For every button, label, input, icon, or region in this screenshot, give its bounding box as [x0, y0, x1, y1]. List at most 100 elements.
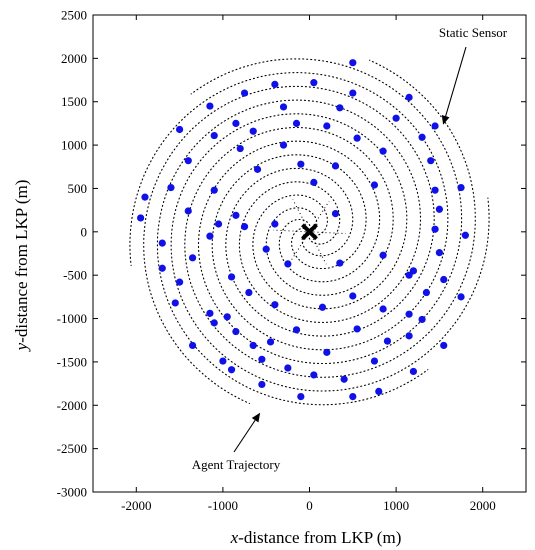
sensor-point [258, 380, 266, 389]
sensor-point [336, 104, 344, 112]
sensor-point [271, 220, 279, 228]
y-tick-label: -3000 [57, 485, 87, 500]
x-axis-label-text: -distance from LKP (m) [238, 528, 401, 547]
sensor-point [171, 299, 179, 307]
y-tick-label: -1000 [57, 311, 87, 326]
y-axis-ticks: 2500 2000 1500 1000 500 0 -500 -1000 -1500 -2000 -… [57, 8, 526, 500]
x-tick-label: 2000 [470, 498, 496, 513]
trajectory-spoke [273, 229, 310, 233]
sensor-point [323, 348, 331, 356]
lkp-x-stroke [301, 223, 318, 241]
sensor-point [297, 393, 305, 401]
static-sensor-annotation: Static Sensor [439, 25, 508, 40]
sensor-point [379, 147, 387, 155]
sensor-point [435, 205, 443, 213]
sensor-point [284, 364, 292, 372]
sensor-point [184, 207, 192, 215]
sensor-point [457, 183, 465, 192]
y-tick-label: 1000 [61, 138, 87, 153]
sensor-point [210, 186, 218, 194]
sensor-point [266, 338, 275, 346]
sensor-point [427, 157, 435, 165]
sensor-point [158, 239, 166, 247]
trajectory-arm [129, 72, 449, 351]
sensor-point [232, 211, 240, 219]
sensor-point [292, 119, 301, 128]
sensor-point [318, 303, 327, 311]
sensor-point [210, 319, 218, 327]
sensor-point [240, 89, 249, 97]
sensor-point [232, 327, 240, 336]
sensor-point [249, 127, 257, 135]
x-axis-ticks: -2000 -1000 0 1000 2000 [121, 15, 496, 513]
sensor-point [206, 102, 214, 110]
x-tick-label: 1000 [383, 498, 409, 513]
sensor-point [435, 249, 443, 257]
sensor-point [297, 160, 305, 168]
sensor-point [262, 245, 270, 253]
sensor-point [418, 133, 426, 141]
sensor-point [284, 260, 292, 268]
x-tick-label: -2000 [121, 498, 151, 513]
sensor-point [271, 301, 279, 309]
agent-trajectory [129, 58, 490, 406]
y-axis-label-text: -distance from LKP (m) [12, 180, 31, 343]
y-axis-label-var: y [12, 342, 31, 352]
y-tick-label: 2000 [61, 51, 87, 66]
sensor-point [331, 210, 340, 218]
sensor-point [236, 144, 244, 153]
sensor-point [310, 371, 318, 379]
y-tick-label: -1500 [57, 354, 87, 369]
sensor-point [349, 59, 357, 67]
sensor-point [375, 387, 383, 395]
sensor-point [405, 332, 413, 340]
sensor-point [310, 79, 318, 87]
sensor-point [405, 310, 413, 318]
sensor-point [349, 292, 357, 300]
y-tick-label: -2000 [57, 398, 87, 413]
sensor-point [353, 325, 361, 333]
static-sensors [137, 59, 469, 401]
sensor-point [271, 80, 279, 88]
sensor-point [223, 313, 231, 321]
sensor-point [253, 165, 262, 173]
agent-trajectory-arrow [233, 412, 261, 453]
y-tick-label: 1500 [61, 94, 87, 109]
sensor-point [227, 273, 236, 281]
y-axis-label: y-distance from LKP (m) [12, 180, 31, 353]
sensor-point [340, 375, 348, 383]
sensor-point [422, 288, 431, 297]
sensor-point [379, 251, 387, 259]
x-tick-label: -1000 [208, 498, 238, 513]
sensor-point [137, 214, 145, 222]
sensor-point [383, 337, 392, 345]
sensor-point [158, 264, 166, 272]
static-sensor-arrow [441, 46, 467, 125]
sensor-point [176, 125, 184, 134]
y-tick-label: -500 [63, 268, 87, 283]
sensor-point [461, 231, 469, 239]
agent-trajectory-annotation: Agent Trajectory [192, 457, 281, 472]
trajectory-arm [170, 113, 490, 392]
sensor-point [279, 141, 288, 149]
sensor-point [349, 89, 357, 97]
trajectory-arm [184, 59, 476, 378]
sensor-point [392, 114, 400, 122]
sensor-point [431, 122, 439, 130]
sensor-point [336, 259, 344, 267]
trajectory-arm [156, 99, 429, 406]
x-axis-label-var: x [230, 528, 239, 547]
sensor-point [349, 393, 357, 401]
sensor-point [353, 134, 361, 142]
sensor-point [249, 341, 257, 350]
lkp-marker [301, 223, 318, 241]
sensor-point [370, 357, 379, 365]
sensor-point [219, 357, 227, 365]
sensor-point [141, 193, 149, 201]
sensor-point [405, 93, 413, 101]
sensor-point [440, 275, 448, 284]
sensor-point [405, 271, 413, 279]
sensor-point [431, 225, 439, 233]
sensor-point [210, 131, 218, 140]
